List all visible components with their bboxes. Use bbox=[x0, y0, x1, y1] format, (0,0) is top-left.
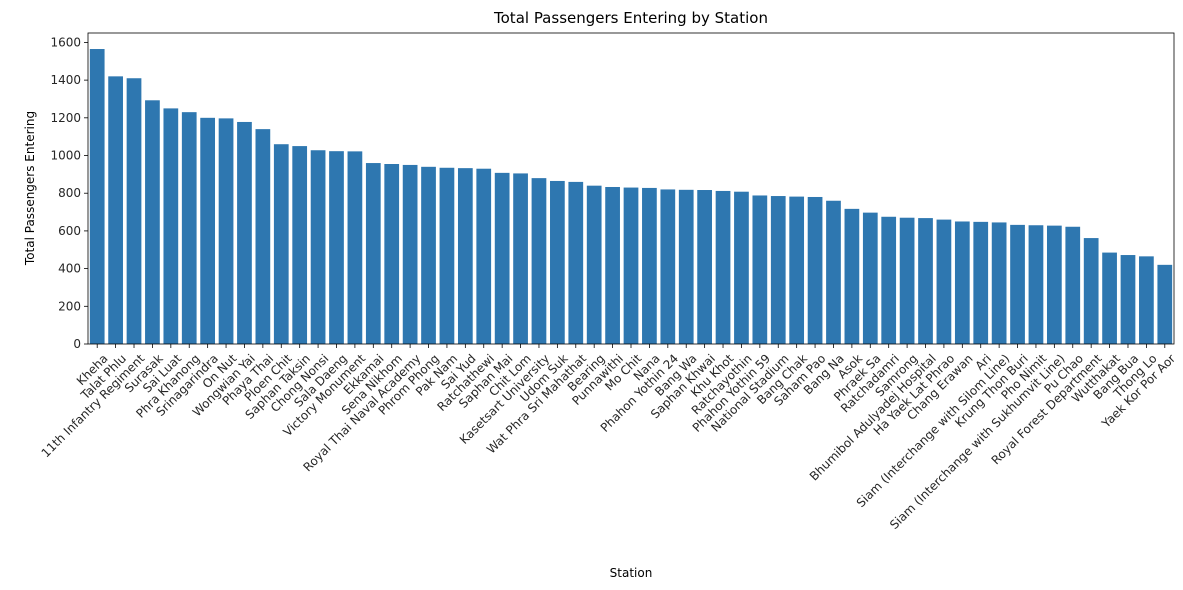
bar bbox=[292, 146, 308, 344]
bar bbox=[384, 164, 400, 344]
bar bbox=[513, 173, 528, 344]
bar bbox=[273, 144, 289, 344]
y-axis-title: Total Passengers Entering bbox=[23, 111, 37, 266]
bar bbox=[605, 186, 620, 344]
bar bbox=[789, 196, 805, 344]
y-tick-label: 1600 bbox=[50, 35, 81, 49]
bar bbox=[476, 168, 492, 344]
bar bbox=[697, 190, 712, 344]
bar bbox=[1065, 226, 1081, 344]
bar bbox=[163, 108, 179, 344]
bar bbox=[1120, 255, 1136, 344]
bar bbox=[678, 189, 694, 344]
bar bbox=[108, 76, 123, 344]
bar bbox=[550, 180, 565, 344]
bar bbox=[237, 121, 252, 345]
bar bbox=[1010, 224, 1025, 344]
bar bbox=[881, 216, 897, 344]
bar bbox=[752, 195, 768, 344]
bar bbox=[826, 200, 841, 344]
bar bbox=[365, 163, 381, 344]
bar bbox=[715, 190, 731, 344]
bar bbox=[844, 208, 860, 344]
chart-title: Total Passengers Entering by Station bbox=[493, 9, 768, 27]
bar bbox=[954, 221, 970, 344]
bar bbox=[200, 117, 216, 344]
bar bbox=[457, 168, 473, 344]
bar bbox=[439, 167, 455, 344]
bar bbox=[623, 187, 639, 344]
y-tick-label: 0 bbox=[73, 337, 81, 351]
bar bbox=[421, 166, 436, 344]
bar bbox=[181, 112, 197, 344]
bar bbox=[329, 151, 344, 344]
bar bbox=[586, 185, 602, 344]
bar bbox=[310, 150, 326, 344]
bar bbox=[218, 118, 234, 344]
y-tick-label: 1000 bbox=[50, 149, 81, 163]
bar bbox=[918, 218, 933, 344]
bar bbox=[531, 178, 547, 344]
y-tick-label: 200 bbox=[58, 299, 81, 313]
y-tick-label: 400 bbox=[58, 262, 81, 276]
plot-frame bbox=[87, 32, 1175, 345]
bar bbox=[1083, 238, 1099, 344]
bar bbox=[973, 221, 989, 344]
bar bbox=[1157, 264, 1173, 344]
bars-group bbox=[89, 49, 1173, 345]
bar bbox=[1028, 225, 1044, 344]
bar bbox=[1139, 256, 1154, 344]
y-axis: 0 200 400 600 800 1000 1200 1400 1600 bbox=[50, 35, 88, 351]
bar bbox=[347, 151, 363, 344]
bar bbox=[494, 172, 510, 344]
bar bbox=[126, 78, 142, 345]
bar bbox=[991, 222, 1007, 344]
bar bbox=[568, 181, 584, 344]
bar bbox=[862, 212, 878, 344]
y-tick-label: 1400 bbox=[50, 73, 81, 87]
bar bbox=[642, 187, 657, 344]
y-tick-label: 600 bbox=[58, 224, 81, 238]
bar bbox=[936, 219, 952, 344]
x-axis-title: Station bbox=[610, 566, 653, 580]
bar bbox=[1046, 225, 1062, 344]
y-tick-label: 1200 bbox=[50, 111, 81, 125]
bar bbox=[145, 100, 160, 344]
bar bbox=[807, 196, 823, 344]
y-tick-label: 800 bbox=[58, 186, 81, 200]
bar bbox=[255, 129, 271, 344]
bar bbox=[734, 191, 749, 344]
bar bbox=[89, 49, 105, 345]
bar bbox=[402, 164, 418, 344]
bar bbox=[899, 217, 915, 344]
bar bbox=[1102, 252, 1117, 344]
bar bbox=[770, 196, 786, 344]
bar bbox=[660, 189, 676, 344]
